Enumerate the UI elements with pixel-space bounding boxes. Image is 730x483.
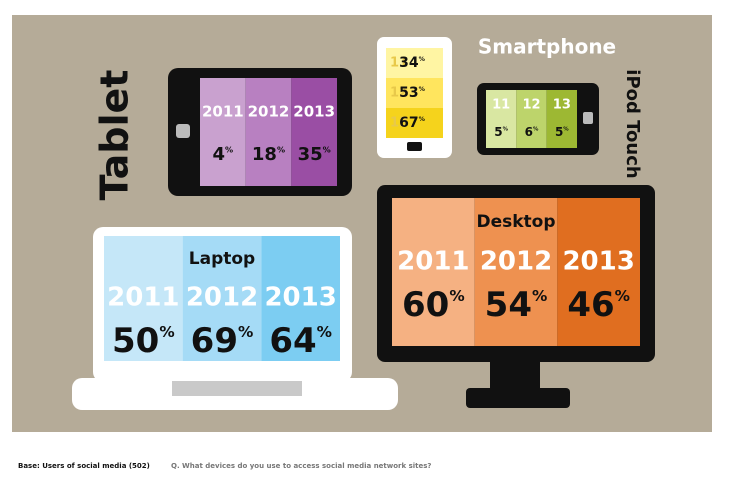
device-label: Smartphone [478, 35, 616, 59]
year-label: 2011 [202, 103, 244, 121]
screen-column [182, 236, 262, 361]
value-unit: % [563, 126, 569, 132]
screens: 2011 4% 2012 18% 2013 35% 11 5% 12 6% 13 5% 2011 60% 2… [104, 48, 640, 361]
value-number: 4 [213, 144, 226, 165]
value-number: 34 [399, 55, 419, 71]
value-unit: % [238, 322, 253, 340]
value-label: 34% [399, 55, 425, 71]
footnote-base: Base: Users of social media (502) [18, 462, 150, 470]
value-unit: % [323, 144, 331, 154]
value-unit: % [503, 126, 509, 132]
year-label: 2011 [107, 283, 179, 313]
desktop-base [466, 388, 570, 408]
value-label: 60% [402, 285, 465, 325]
value-label: 4% [213, 144, 234, 165]
screen-column [486, 90, 517, 148]
value-unit: % [615, 286, 630, 304]
value-label: 18% [252, 144, 285, 165]
year-label: 2013 [264, 283, 336, 313]
screen-column [245, 78, 292, 186]
value-label: 64% [269, 321, 332, 361]
value-number: 35 [298, 144, 323, 165]
year-label: 13 [553, 98, 571, 113]
value-number: 50 [112, 321, 159, 361]
year-label: 2012 [480, 247, 552, 277]
screen-column [261, 236, 340, 361]
year-label: 2013 [293, 103, 335, 121]
value-label: 69% [191, 321, 254, 361]
value-label: 67% [399, 115, 425, 131]
device-label: Laptop [189, 249, 255, 269]
screen-column [200, 78, 246, 186]
screen-column [546, 90, 577, 148]
value-number: 67 [399, 115, 418, 131]
screen-column [392, 198, 475, 346]
value-unit: % [533, 126, 539, 132]
year-label: 2012 [186, 283, 258, 313]
value-number: 46 [567, 285, 614, 325]
device-label: Tablet [93, 70, 137, 201]
value-number: 69 [191, 321, 238, 361]
year-label: 11 [492, 98, 510, 113]
value-number: 53 [399, 85, 418, 101]
year-label: 2011 [397, 247, 469, 277]
desktop-neck [490, 360, 540, 392]
value-number: 60 [402, 285, 449, 325]
value-unit: % [419, 86, 426, 93]
year-label: 12 [522, 98, 540, 113]
value-label: 35% [298, 144, 331, 165]
value-unit: % [159, 322, 174, 340]
device-label: iPod Touch [622, 69, 643, 178]
value-unit: % [419, 116, 426, 123]
value-unit: % [532, 286, 547, 304]
value-label: 53% [399, 85, 425, 101]
screen-column [291, 78, 337, 186]
value-label: 54% [485, 285, 548, 325]
year-label: 11 [390, 56, 408, 71]
value-number: 54 [485, 285, 532, 325]
tablet-button [176, 124, 190, 138]
value-label: 5% [494, 125, 508, 139]
value-number: 5 [555, 125, 563, 139]
screen-row [386, 108, 443, 138]
phone-button [407, 142, 422, 151]
value-label: 5% [555, 125, 569, 139]
year-label: 12 [390, 86, 408, 101]
value-unit: % [449, 286, 464, 304]
ipod-button [583, 112, 593, 124]
year-label: 2013 [562, 247, 634, 277]
value-unit: % [277, 144, 285, 154]
year-label: 13 [390, 116, 408, 131]
value-number: 5 [494, 125, 502, 139]
laptop-trackpad [172, 381, 302, 396]
value-unit: % [225, 144, 233, 154]
value-number: 18 [252, 144, 277, 165]
value-label: 6% [525, 125, 539, 139]
screen-column [557, 198, 640, 346]
screen-row [386, 78, 443, 108]
screen-row [386, 48, 443, 78]
year-label: 2012 [248, 103, 290, 121]
value-label: 46% [567, 285, 630, 325]
value-number: 64 [269, 321, 316, 361]
screen-column [104, 236, 183, 361]
value-unit: % [419, 56, 426, 63]
value-label: 50% [112, 321, 175, 361]
value-unit: % [317, 322, 332, 340]
footnote-question: Q. What devices do you use to access soc… [171, 462, 431, 470]
screen-column [516, 90, 547, 148]
screen-column [474, 198, 558, 346]
value-number: 6 [525, 125, 533, 139]
device-label: Desktop [476, 212, 555, 232]
